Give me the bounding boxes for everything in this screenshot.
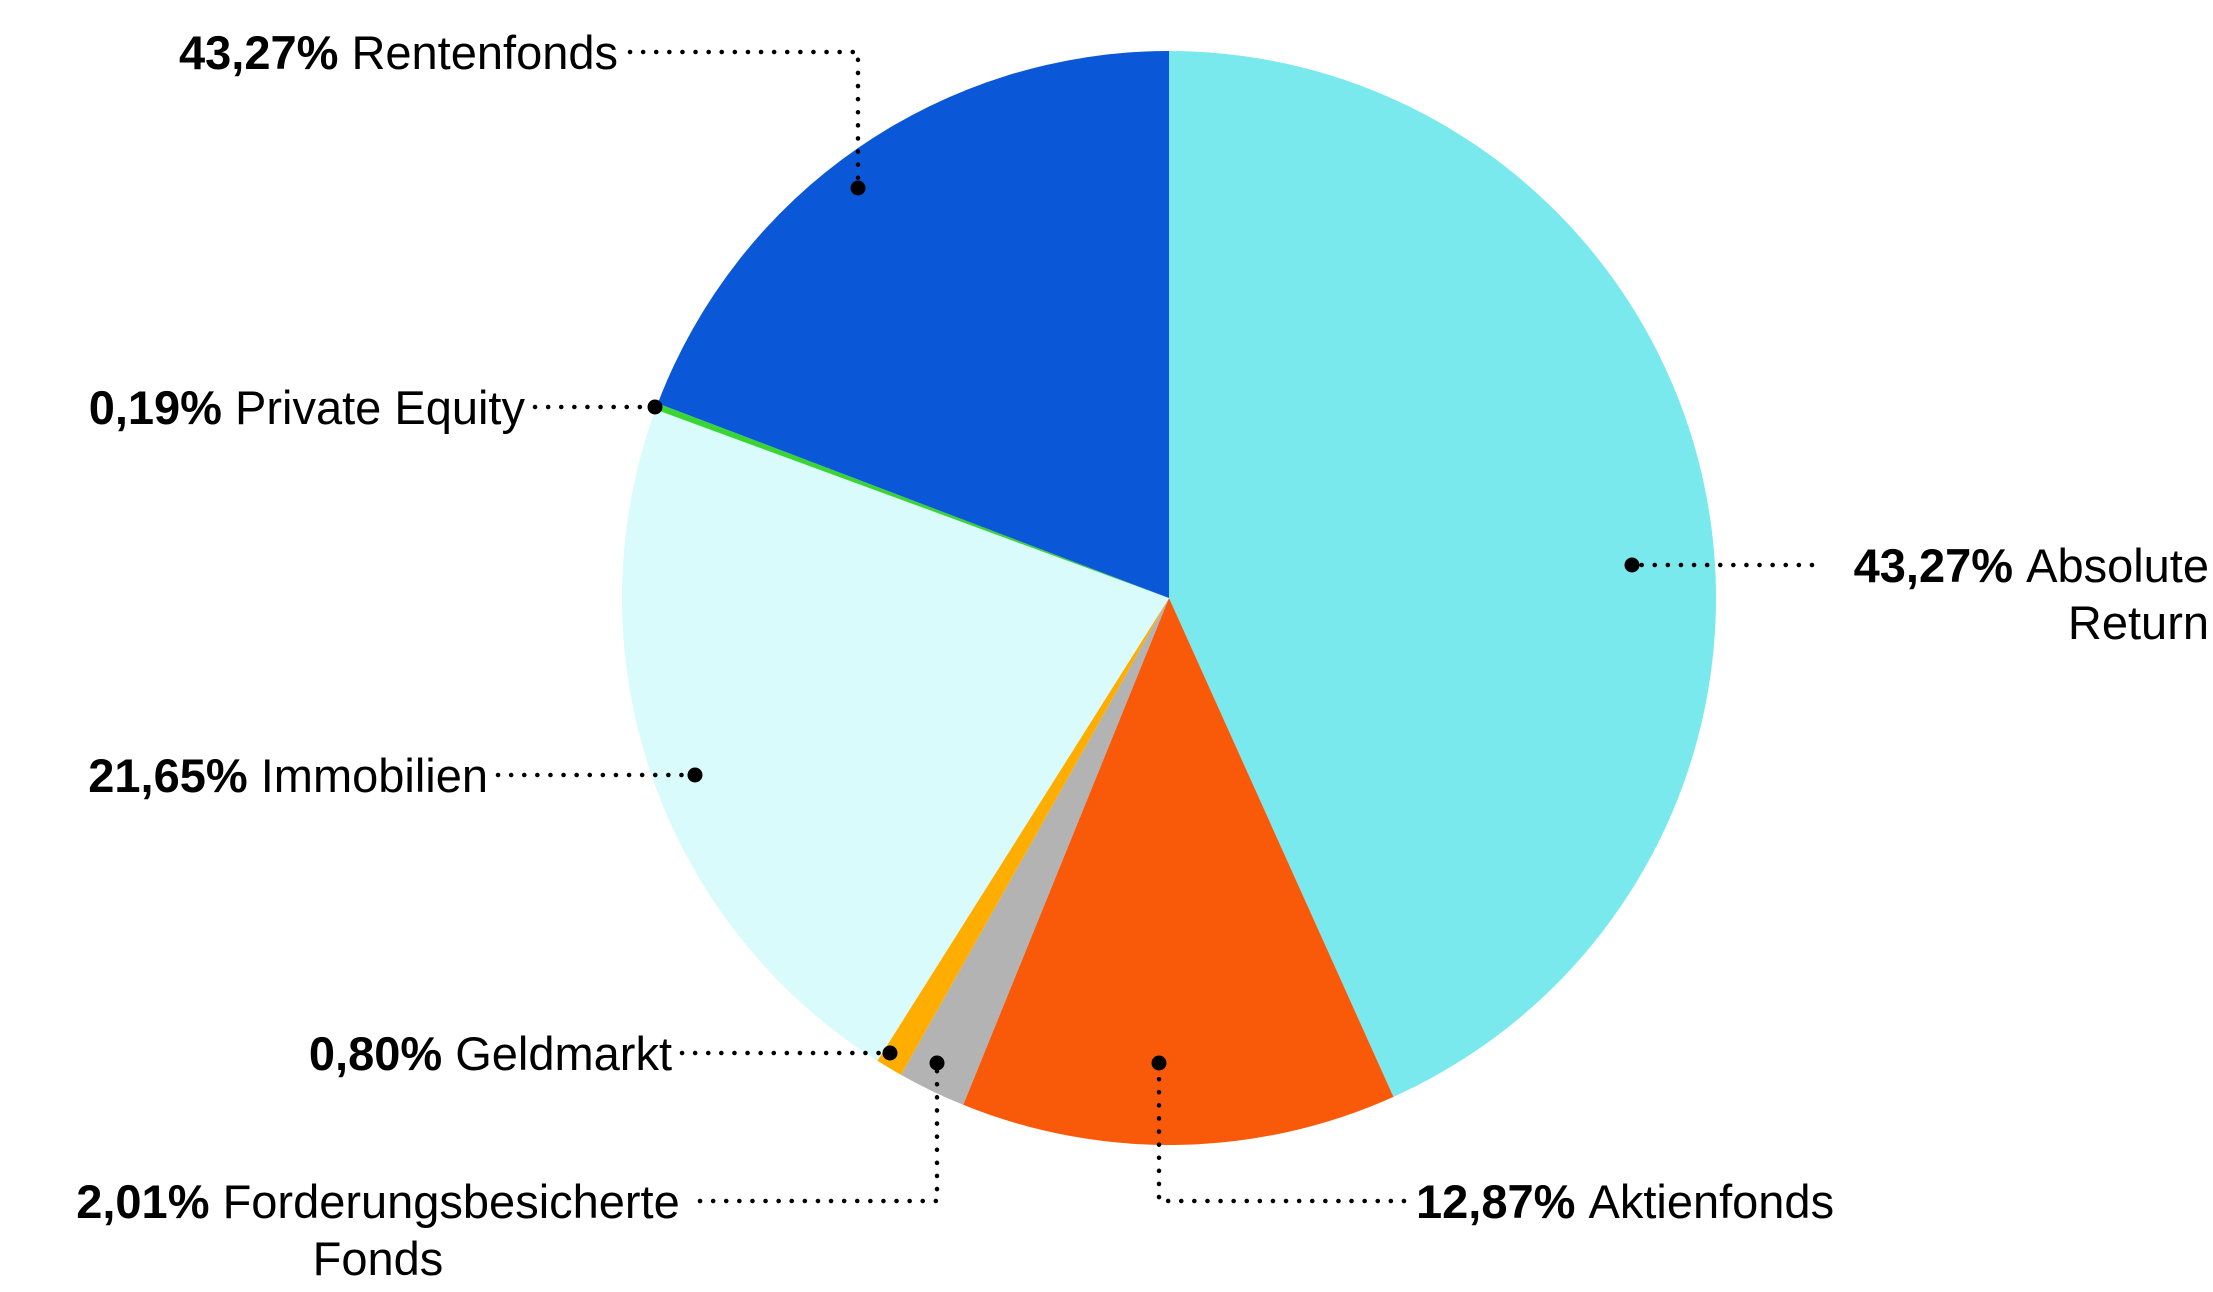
leader-line-rentenfonds	[627, 49, 861, 183]
callout-aktienfonds: 12,87% Aktienfonds	[1416, 1173, 1834, 1230]
callout-absolute-return: 43,27% Absolute Return	[1739, 537, 2209, 651]
leader-dot-rentenfonds	[850, 180, 866, 196]
pie-slice-immobilien	[621, 409, 1169, 1061]
callout-immobilien: 21,65% Immobilien	[88, 747, 488, 804]
pie-slice-aktienfonds	[963, 598, 1394, 1146]
rentenfonds-name: Rentenfonds	[351, 26, 618, 79]
pie-slice-rentenfonds	[657, 51, 1169, 598]
private-equity-name: Private Equity	[235, 381, 525, 434]
aktienfonds-name: Aktienfonds	[1588, 1175, 1835, 1228]
geldmarkt-name: Geldmarkt	[455, 1027, 672, 1080]
leader-dot-private-equity	[647, 399, 663, 415]
callout-private-equity: 0,19% Private Equity	[89, 379, 525, 436]
absolute-return-percent: 43,27%	[1853, 539, 2014, 592]
leader-dot-aktienfonds	[1151, 1055, 1167, 1071]
immobilien-percent: 21,65%	[88, 749, 248, 802]
absolute-return-name: Absolute Return	[2026, 539, 2209, 649]
geldmarkt-percent: 0,80%	[308, 1027, 443, 1080]
aktienfonds-percent: 12,87%	[1416, 1175, 1576, 1228]
leader-dot-geldmarkt	[882, 1045, 898, 1061]
pie-slice-geldmarkt	[877, 598, 1169, 1075]
pie-slice-forderungsbesicherte-fonds	[900, 598, 1169, 1105]
callout-geldmarkt: 0,80% Geldmarkt	[309, 1025, 672, 1082]
pie-slices	[621, 51, 1716, 1146]
callout-forderungsbesicherte-fonds: 2,01% Forderungsbesicherte Fonds	[48, 1173, 708, 1287]
leader-lines	[495, 49, 1815, 1204]
leader-dot-absolute-return	[1624, 557, 1640, 573]
forderungsbesicherte-fonds-percent: 2,01%	[76, 1175, 210, 1228]
private-equity-percent: 0,19%	[88, 381, 222, 434]
leader-dot-immobilien	[687, 767, 703, 783]
leader-dot-forderungsbesicherte-fonds	[929, 1055, 945, 1071]
leader-line-forderungsbesicherte-fonds	[697, 1067, 940, 1204]
callout-rentenfonds: 43,27% Rentenfonds	[179, 24, 618, 81]
pie-slice-private-equity	[655, 403, 1169, 598]
forderungsbesicherte-fonds-name: Forderungsbesicherte Fonds	[222, 1175, 680, 1285]
rentenfonds-percent: 43,27%	[178, 26, 339, 79]
pie-slice-absolute-return	[1169, 51, 1716, 1097]
immobilien-name: Immobilien	[260, 749, 488, 802]
